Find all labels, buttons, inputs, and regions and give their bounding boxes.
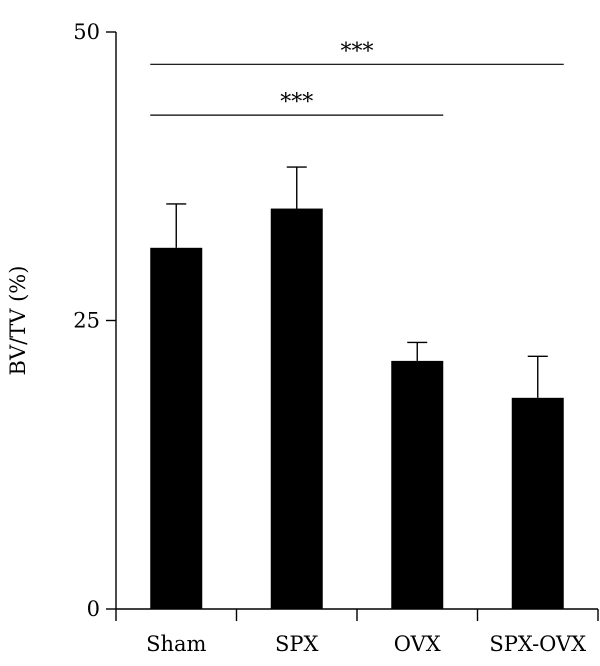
x-category-label: SPX-OVX (489, 632, 586, 656)
x-category-label: SPX (275, 632, 319, 656)
y-tick-label: 50 (73, 20, 100, 44)
error-bars (166, 166, 548, 398)
x-axis: Sham SPX OVX SPX-OVX (115, 608, 599, 656)
y-axis: 0 25 50 (73, 20, 117, 621)
bar (270, 208, 323, 609)
bar (150, 247, 203, 609)
significance-annotations: *** *** (150, 39, 564, 116)
x-category-label: OVX (394, 632, 441, 656)
y-tick-label: 25 (73, 309, 100, 333)
significance-label: *** (341, 39, 374, 64)
bar (511, 397, 564, 609)
bars (150, 208, 564, 609)
y-axis-label: BV/TV (%) (6, 266, 30, 376)
x-category-label: Sham (146, 632, 206, 656)
significance-label: *** (280, 90, 313, 115)
bar (391, 360, 444, 609)
y-tick-label: 0 (87, 597, 100, 621)
